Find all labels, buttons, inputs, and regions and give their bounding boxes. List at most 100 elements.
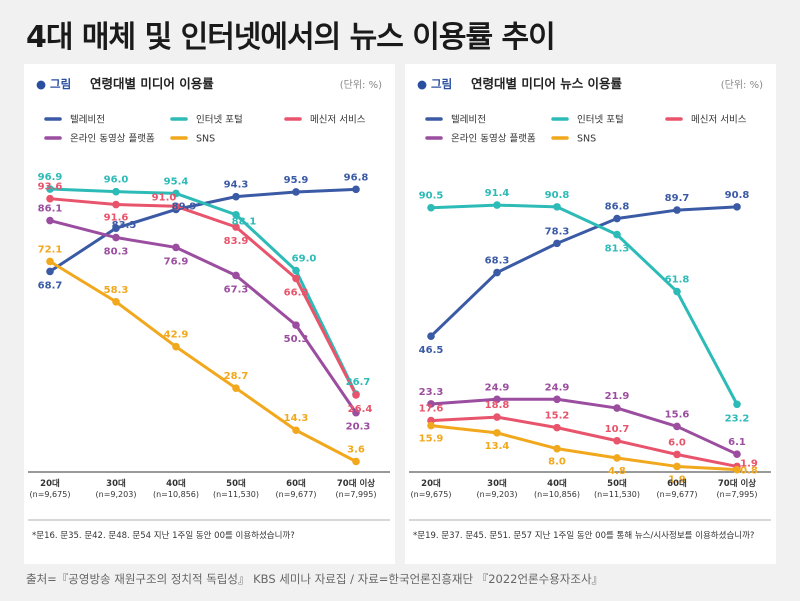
- data-point: [112, 187, 120, 196]
- x-tick-sample: (n=11,530): [594, 490, 640, 499]
- x-tick-sample: (n=11,530): [213, 490, 259, 499]
- data-point: [292, 426, 300, 435]
- data-label: 15.2: [545, 411, 570, 422]
- data-label: 91.0: [152, 192, 177, 203]
- x-tick-label: 30대: [487, 478, 507, 489]
- data-point: [172, 342, 180, 351]
- data-label: 90.5: [419, 191, 444, 202]
- data-point: [172, 202, 180, 211]
- data-label: 20.3: [346, 422, 371, 433]
- chart-panel-news-usage: ● 그림 연령대별 미디어 뉴스 이용률 (단위: %) 텔레비전 인터넷 포털 메신저 …: [405, 64, 776, 564]
- x-tick-label: 20대: [40, 478, 60, 489]
- x-tick-sample: (n=10,856): [153, 490, 199, 499]
- data-point: [613, 454, 621, 462]
- data-label: 1.9: [740, 458, 758, 469]
- data-point: [352, 185, 360, 194]
- data-label: 96.9: [38, 172, 63, 183]
- legend-label: 메신저 서비스: [691, 115, 747, 126]
- data-point: [733, 465, 741, 474]
- data-label: 61.8: [665, 275, 690, 286]
- data-point: [112, 233, 120, 242]
- data-label: 72.1: [38, 244, 63, 255]
- x-tick-label: 60대: [667, 478, 687, 489]
- data-point: [733, 203, 741, 211]
- data-point: [292, 266, 300, 275]
- legend-label: 메신저 서비스: [310, 115, 366, 126]
- data-label: 94.3: [224, 180, 249, 191]
- x-tick-sample: (n=7,995): [336, 490, 377, 499]
- data-point: [232, 271, 240, 280]
- x-tick-sample: (n=9,203): [96, 490, 137, 499]
- data-point: [493, 413, 501, 421]
- chart-title: 연령대별 미디어 뉴스 이용률: [471, 76, 623, 91]
- data-point: [112, 297, 120, 306]
- data-label: 67.3: [224, 284, 249, 295]
- data-label: 78.3: [545, 226, 570, 237]
- data-label: 8.0: [548, 457, 566, 468]
- chart-news-usage: ● 그림 연령대별 미디어 뉴스 이용률 (단위: %) 텔레비전 인터넷 포털 메신저 …: [409, 76, 771, 541]
- chart-footnote: *문19. 문37. 문45. 문51. 문57 지난 1주일 동안 00를 통…: [413, 530, 754, 541]
- x-tick-sample: (n=9,677): [657, 490, 698, 499]
- data-label: 4.8: [608, 466, 626, 477]
- x-tick-label: 70대 이상: [718, 478, 756, 489]
- data-point: [613, 404, 621, 412]
- data-point: [733, 450, 741, 458]
- x-tick-label: 40대: [547, 478, 567, 489]
- data-label: 69.0: [292, 254, 317, 265]
- x-tick-label: 60대: [286, 478, 306, 489]
- data-label: 24.9: [545, 382, 570, 393]
- data-point: [673, 462, 681, 471]
- data-point: [46, 194, 54, 203]
- data-label: 42.9: [164, 330, 189, 341]
- legend-label: SNS: [196, 134, 215, 145]
- data-point: [232, 223, 240, 231]
- data-point: [46, 216, 54, 225]
- data-label: 95.4: [164, 176, 189, 187]
- data-point: [232, 384, 240, 392]
- data-point: [46, 257, 54, 266]
- data-label: 58.3: [104, 285, 129, 296]
- chart-badge: ● 그림: [36, 77, 71, 91]
- data-label: 96.0: [104, 175, 129, 186]
- legend-label: 온라인 동영상 플랫폼: [451, 134, 536, 145]
- data-label: 91.4: [485, 188, 510, 199]
- x-tick-sample: (n=9,203): [477, 490, 518, 499]
- chart-media-usage: ● 그림 연령대별 미디어 이용률 (단위: %) 텔레비전 인터넷 포털 메신저 서비스…: [28, 76, 390, 541]
- data-label: 21.9: [605, 391, 630, 402]
- data-point: [613, 230, 621, 239]
- chart-title: 연령대별 미디어 이용률: [90, 76, 214, 91]
- data-label: 3.6: [347, 444, 365, 455]
- data-point: [493, 395, 501, 404]
- x-tick-label: 20대: [421, 478, 441, 489]
- data-point: [172, 243, 180, 252]
- chart-unit: (단위: %): [721, 78, 763, 91]
- x-tick-label: 50대: [226, 478, 246, 489]
- data-point: [172, 189, 180, 198]
- legend-label: 텔레비전: [70, 114, 105, 126]
- data-label: 86.1: [38, 204, 63, 215]
- series-line: [48, 219, 358, 415]
- x-tick-sample: (n=9,677): [276, 490, 317, 499]
- data-point: [733, 400, 741, 409]
- legend-label: 텔레비전: [451, 114, 486, 126]
- data-point: [613, 214, 621, 223]
- data-label: 68.7: [38, 280, 63, 291]
- data-label: 96.8: [344, 172, 369, 183]
- data-label: 15.9: [419, 434, 444, 445]
- data-label: 93.6: [38, 182, 63, 193]
- data-point: [352, 391, 360, 399]
- data-label: 6.0: [668, 437, 686, 448]
- data-point: [493, 201, 501, 209]
- x-tick-label: 30대: [106, 478, 126, 489]
- data-point: [232, 192, 240, 201]
- data-label: 89.7: [665, 193, 690, 204]
- legend-label: 온라인 동영상 플랫폼: [70, 134, 155, 145]
- legend-label: SNS: [577, 134, 596, 145]
- data-label: 1.9: [668, 474, 686, 485]
- series-line: [429, 415, 739, 468]
- data-label: 91.6: [104, 213, 129, 224]
- data-point: [46, 267, 54, 276]
- data-label: 95.9: [284, 175, 309, 186]
- chart-panel-media-usage: ● 그림 연령대별 미디어 이용률 (단위: %) 텔레비전 인터넷 포털 메신저 서비스…: [24, 64, 395, 564]
- series-line: [429, 424, 739, 472]
